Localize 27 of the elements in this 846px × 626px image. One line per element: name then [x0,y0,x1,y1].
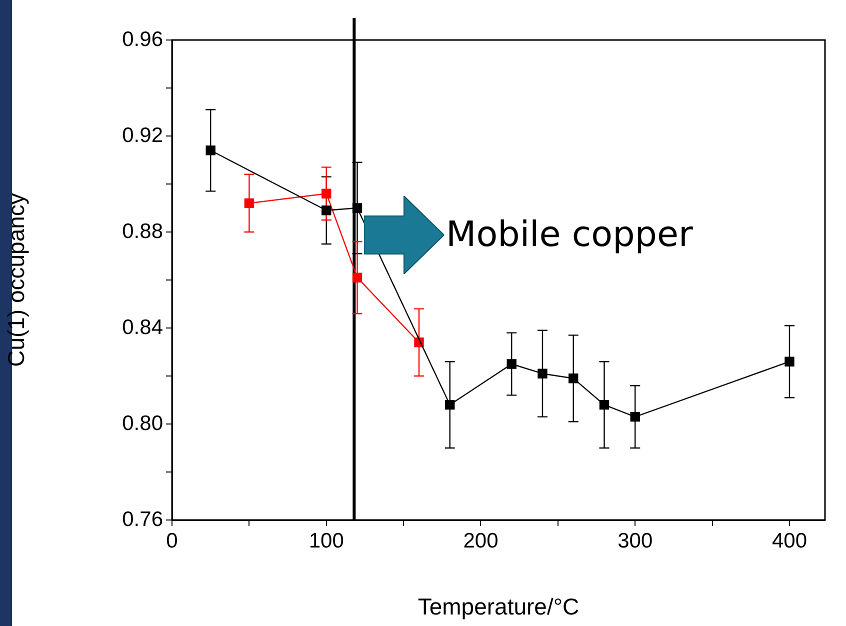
point [630,412,640,422]
y-axis-title: Cu(1) occupancy [3,192,30,367]
point [352,203,362,213]
y-tick-label: 0.76 [122,508,163,531]
x-tick-label: 300 [618,529,653,552]
y-tick-label: 0.88 [122,220,163,243]
x-axis-title: Temperature/°C [418,594,580,620]
x-tick-label: 400 [772,529,808,552]
point [599,400,610,410]
y-tick-label: 0.84 [122,316,164,339]
x-tick-label: 0 [166,529,178,552]
point [538,368,548,378]
y-tick-label: 0.96 [122,28,163,51]
point [206,146,216,156]
point [506,359,516,369]
point [352,272,362,282]
point [322,206,332,216]
annotation: Mobile copper [446,215,693,255]
y-tick-label: 0.92 [122,124,163,147]
point [784,356,794,366]
x-tick-label: 100 [308,529,344,552]
point [244,198,254,208]
point [445,400,455,410]
y-tick-label: 0.80 [122,412,163,435]
x-tick-label: 200 [463,529,498,552]
point [568,374,578,384]
point [322,188,332,198]
